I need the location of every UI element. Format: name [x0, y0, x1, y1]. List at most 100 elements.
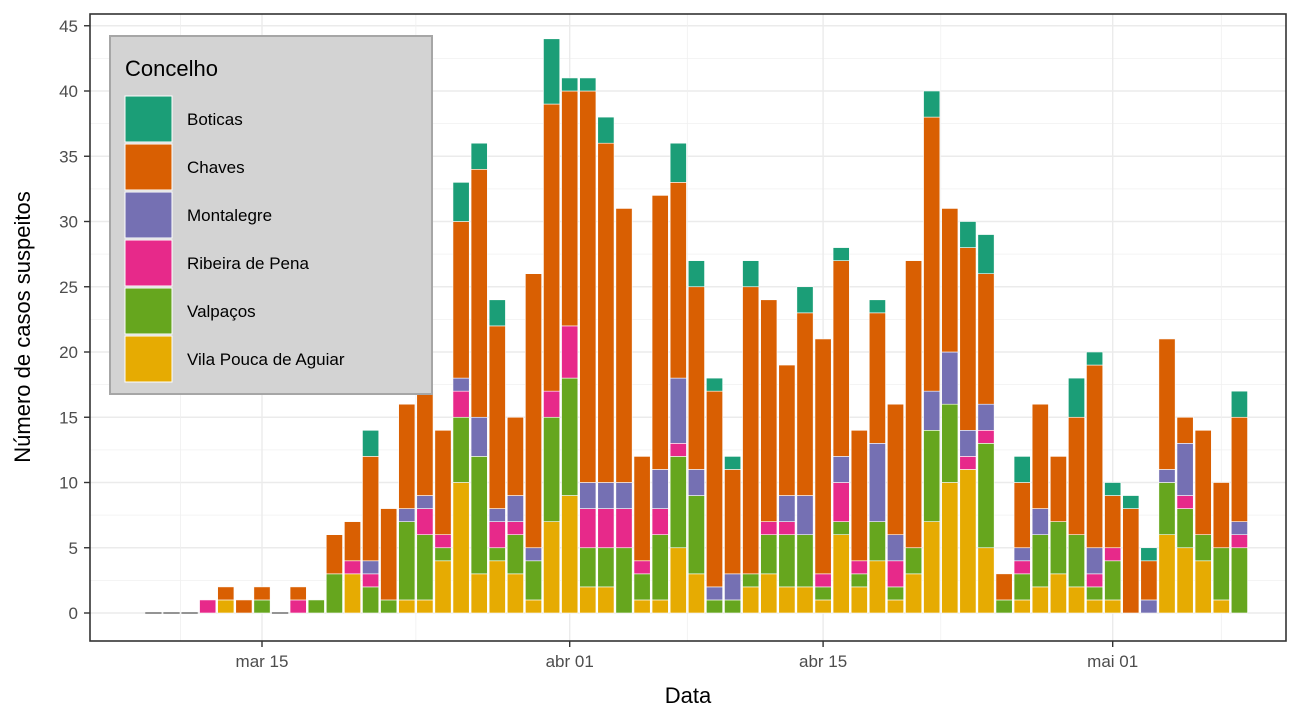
bar-segment — [760, 534, 778, 575]
bar-segment — [742, 260, 760, 288]
bar-segment — [1194, 429, 1212, 535]
bar-segment — [724, 456, 742, 470]
bar-segment — [923, 90, 941, 118]
bar-segment — [850, 429, 868, 562]
bar-segment — [724, 469, 742, 575]
bar-segment — [850, 573, 868, 588]
bar-segment — [416, 495, 434, 509]
bar-stack — [850, 429, 868, 614]
bar-segment — [217, 586, 235, 601]
bar-segment — [959, 247, 977, 431]
bar-segment — [416, 599, 434, 614]
bar-segment — [905, 260, 923, 549]
bar-stack — [470, 142, 488, 614]
bar-segment — [706, 599, 723, 614]
bar-segment — [470, 416, 488, 457]
bar-segment — [887, 599, 904, 614]
bar-segment — [1013, 482, 1031, 549]
bar-segment — [325, 534, 343, 575]
bar-segment — [1140, 547, 1158, 562]
bar-stack — [597, 116, 615, 614]
bar-segment — [579, 508, 597, 549]
bar-segment — [1212, 482, 1230, 549]
bar-segment — [597, 586, 615, 614]
bar-stack — [416, 390, 434, 614]
y-tick-label: 30 — [59, 213, 78, 232]
bar-segment — [724, 573, 742, 601]
bar-segment — [941, 482, 959, 614]
bar-stack — [344, 521, 361, 614]
bar-segment — [651, 599, 669, 614]
bar-segment — [633, 599, 651, 614]
bar-segment — [651, 534, 669, 601]
bar-stack — [687, 260, 705, 614]
bar-segment — [362, 586, 380, 614]
bar-segment — [470, 142, 488, 170]
bar-segment — [814, 599, 832, 614]
bar-segment — [832, 521, 850, 536]
bar-stack — [362, 429, 380, 614]
bar-segment — [488, 560, 506, 614]
bar-stack — [669, 142, 687, 614]
bar-stack — [832, 247, 850, 614]
y-tick-label: 0 — [69, 604, 78, 623]
bar-stack — [199, 599, 217, 614]
bar-segment — [488, 299, 506, 327]
y-axis: 0 5 10 15 20 25 30 35 40 45 — [59, 17, 90, 623]
bar-segment — [669, 456, 687, 549]
bar-segment — [796, 495, 814, 535]
bar-segment — [579, 90, 597, 483]
bar-stack — [1049, 456, 1067, 614]
bar-stack — [325, 534, 343, 614]
bar-segment — [868, 299, 886, 314]
bar-segment — [362, 573, 380, 588]
bar-segment — [1031, 403, 1049, 509]
bar-segment — [488, 521, 506, 549]
bar-segment — [959, 456, 977, 470]
legend-label: Boticas — [187, 110, 243, 129]
bar-segment — [525, 599, 542, 614]
bar-segment — [1086, 547, 1104, 575]
bar-stack — [561, 77, 579, 614]
bar-segment — [959, 221, 977, 248]
bar-segment — [1104, 560, 1122, 601]
bar-stack — [796, 286, 814, 614]
bar-segment — [995, 573, 1013, 601]
bar-segment — [687, 495, 705, 575]
bar-segment — [543, 38, 561, 105]
bar-segment — [760, 573, 778, 614]
bar-stack — [941, 208, 959, 614]
bar-segment — [561, 377, 579, 496]
y-tick-label: 25 — [59, 278, 78, 297]
bar-stack — [1104, 482, 1122, 614]
bar-segment — [452, 182, 470, 222]
bar-segment — [561, 495, 579, 614]
bar-segment — [1068, 586, 1085, 614]
bar-segment — [615, 208, 633, 483]
bar-segment — [470, 169, 488, 418]
bar-segment — [760, 299, 778, 522]
bar-stack — [1176, 416, 1194, 614]
legend-item: Ribeira de Pena — [124, 239, 309, 287]
bar-segment — [1158, 469, 1176, 483]
bar-segment — [687, 260, 705, 288]
panel-border — [89, 13, 1287, 642]
y-tick-label: 15 — [59, 408, 78, 427]
bar-segment — [706, 377, 723, 392]
bar-segment — [488, 325, 506, 509]
bar-segment — [1230, 534, 1248, 549]
bar-segment — [253, 586, 271, 601]
y-tick-label: 10 — [59, 474, 78, 493]
bar-segment — [217, 599, 235, 614]
bar-segment — [814, 586, 832, 601]
bar-segment — [597, 482, 615, 509]
bar-segment — [959, 429, 977, 457]
bar-segment — [235, 599, 253, 614]
bar-segment — [1013, 573, 1031, 601]
bar-segment — [669, 182, 687, 379]
x-tick-label: mar 15 — [236, 652, 289, 671]
bar-stack — [615, 208, 633, 614]
bar-segment — [923, 521, 941, 614]
bar-segment — [1086, 599, 1104, 614]
bar-segment — [633, 573, 651, 601]
